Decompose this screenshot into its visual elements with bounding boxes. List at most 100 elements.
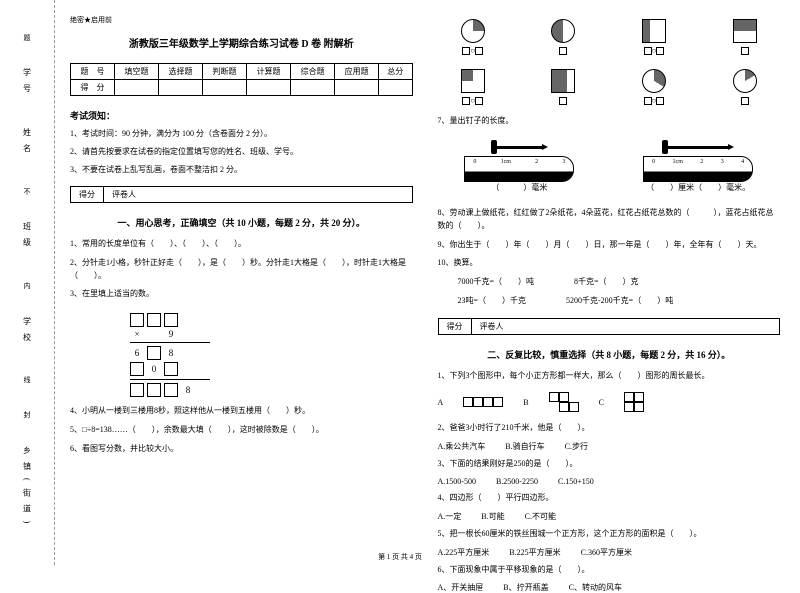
score-label: 得分 <box>71 187 104 202</box>
option-a: A <box>438 398 444 407</box>
secret-label: 绝密★启用前 <box>70 15 413 25</box>
th: 填空题 <box>115 64 159 80</box>
digit: 9 <box>164 329 178 339</box>
fraction-diagrams: ○ ○ <box>438 19 781 55</box>
blank-box <box>164 313 178 327</box>
circle-fraction-icon <box>461 19 485 43</box>
question-8: 8、劳动课上做纸花，红红做了2朵纸花，4朵蓝花，红花占纸花总数的（ ），蓝花占纸… <box>438 207 781 233</box>
s2-question-5: 5、把一根长60厘米的铁丝围城一个正方形，这个正方形的面积是（ ）。 <box>438 528 781 541</box>
conv-b: 8千克=（ ）克 <box>574 276 639 289</box>
score-table: 题 号 填空题 选择题 判断题 计算题 综合题 应用题 总分 得 分 <box>70 63 413 96</box>
notice-item: 2、请首先按要求在试卷的指定位置填写您的姓名、班级、学号。 <box>70 146 413 158</box>
th: 综合题 <box>291 64 335 80</box>
table-row: 得 分 <box>71 80 413 96</box>
main-content: 绝密★启用前 浙教版三年级数学上学期综合练习试卷 D 卷 附解析 题 号 填空题… <box>55 0 800 565</box>
page-footer: 第 1 页 共 4 页 <box>0 552 800 562</box>
td <box>115 80 159 96</box>
square-fraction-icon <box>551 69 575 93</box>
th: 总分 <box>379 64 412 80</box>
td <box>335 80 379 96</box>
options: A、开关抽屉B、拧开瓶盖C、转动的风车 <box>438 582 781 593</box>
fraction-diagrams: ○ ○ <box>438 69 781 105</box>
margin-label: 姓名 <box>22 128 33 160</box>
margin-hint: 题 <box>22 34 32 41</box>
grader-label: 评卷人 <box>104 187 144 202</box>
answer-blank: （ ）厘米（ ）毫米。 <box>646 182 750 195</box>
options: A.1500-500B.2500-2250C.150+150 <box>438 477 781 486</box>
ruler-diagrams: 01cm23 （ ）毫米 01cm234 （ ）厘米（ ）毫米。 <box>438 140 781 195</box>
left-column: 绝密★启用前 浙教版三年级数学上学期综合练习试卷 D 卷 附解析 题 号 填空题… <box>70 15 413 560</box>
square-fraction-icon <box>733 19 757 43</box>
binding-margin: 题 学号 姓名 不 班级 内 学校 线 封 乡镇(街道) <box>0 0 55 565</box>
option-c: C <box>599 398 604 407</box>
tetromino-icon <box>624 392 644 412</box>
circle-fraction-icon <box>551 19 575 43</box>
margin-label: 学号 <box>22 68 33 100</box>
s2-question-3: 3、下面的结果刚好是250的是（ ）。 <box>438 458 781 471</box>
question-7: 7、量出钉子的长度。 <box>438 115 781 128</box>
margin-label: 学校 <box>22 317 33 349</box>
circle-fraction-icon <box>733 69 757 93</box>
ruler-icon: 01cm234 <box>643 156 753 182</box>
td <box>203 80 247 96</box>
question-2: 2、分针走1小格，秒针正好走（ ），是（ ）秒。分针走1大格是（ ），时针走1大… <box>70 257 413 283</box>
td <box>291 80 335 96</box>
td <box>379 80 412 96</box>
blank-box <box>147 346 161 360</box>
tetromino-icon <box>463 397 503 407</box>
blank-box <box>130 383 144 397</box>
square-fraction-icon <box>642 19 666 43</box>
td: 得 分 <box>71 80 115 96</box>
score-box: 得分 评卷人 <box>438 318 781 335</box>
th: 判断题 <box>203 64 247 80</box>
blank-box <box>164 362 178 376</box>
option-b: B <box>523 398 528 407</box>
blank-box <box>147 383 161 397</box>
ruler-icon: 01cm23 <box>464 156 574 182</box>
section1-title: 一、用心思考，正确填空（共 10 小题，每题 2 分，共 20 分）。 <box>70 216 413 229</box>
exam-title: 浙教版三年级数学上学期综合练习试卷 D 卷 附解析 <box>70 35 413 50</box>
notice-item: 3、不要在试卷上乱写乱画，卷面不整洁扣 2 分。 <box>70 164 413 176</box>
margin-hint: 封 <box>22 411 32 418</box>
s2-question-1: 1、下列3个图形中，每个小正方形都一样大，那么（ ）图形的周长最长。 <box>438 370 781 383</box>
margin-hint: 线 <box>22 376 32 383</box>
td <box>159 80 203 96</box>
conv-a: 7000千克=（ ）吨 <box>458 276 535 289</box>
conv-c: 23吨=（ ）千克 <box>458 295 527 308</box>
nail-icon <box>491 140 548 154</box>
nail-icon <box>662 140 734 154</box>
s2-question-6: 6、下面现象中属于平移现象的是（ ）。 <box>438 564 781 577</box>
margin-hint: 不 <box>22 188 32 195</box>
blank-box <box>130 362 144 376</box>
blank-box <box>147 313 161 327</box>
line <box>130 342 210 343</box>
question-1: 1、常用的长度单位有（ ）、（ ）、（ ）。 <box>70 238 413 251</box>
digit: 6 <box>130 348 144 358</box>
question-4: 4、小明从一楼到三楼用8秒，照这样他从一楼到五楼用（ ）秒。 <box>70 405 413 418</box>
conv-d: 5200千克-200千克=（ ）吨 <box>566 295 673 308</box>
score-label: 得分 <box>439 319 472 334</box>
blank-box <box>164 383 178 397</box>
right-column: ○ ○ ○ ○ 7、量出钉子的长度。 01cm23 （ ）毫米 <box>438 15 781 560</box>
th: 计算题 <box>247 64 291 80</box>
square-fraction-icon <box>461 69 485 93</box>
section2-title: 二、反复比较，慎重选择（共 8 小题，每题 2 分，共 16 分）。 <box>438 348 781 361</box>
blank-box <box>130 313 144 327</box>
s2-question-2: 2、爸爸3小时行了210千米，他是（ ）。 <box>438 422 781 435</box>
options: A.一定B.可能C.不可能 <box>438 511 781 522</box>
s2-question-4: 4、四边形（ ）平行四边形。 <box>438 492 781 505</box>
mult-op: × <box>130 329 144 339</box>
circle-fraction-icon <box>642 69 666 93</box>
grader-label: 评卷人 <box>472 319 512 334</box>
question-9: 9、你出生于（ ）年（ ）月（ ）日，那一年是（ ）年，全年有（ ）天。 <box>438 239 781 252</box>
notice-title: 考试须知： <box>70 109 413 122</box>
tetromino-options: A B C <box>438 392 781 412</box>
th: 应用题 <box>335 64 379 80</box>
th: 选择题 <box>159 64 203 80</box>
margin-label: 班级 <box>22 222 33 254</box>
td <box>247 80 291 96</box>
tetromino-icon <box>549 392 579 412</box>
digit: 8 <box>181 385 195 395</box>
answer-blank: （ ）毫米 <box>491 182 547 195</box>
th: 题 号 <box>71 64 115 80</box>
